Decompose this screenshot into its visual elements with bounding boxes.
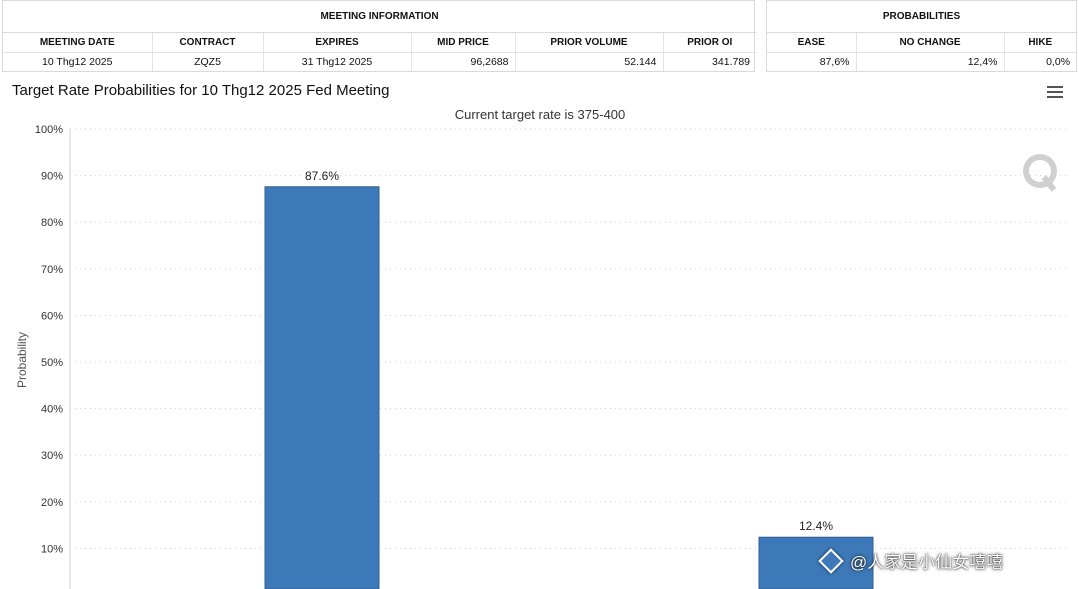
y-tick-label: 10% [41,543,63,555]
ease-header: EASE [767,32,857,53]
y-tick-label: 20% [41,497,63,509]
bar-data-label: 87.6% [305,169,339,183]
meeting-date-value: 10 Thg12 2025 [3,52,153,71]
no-change-value: 12,4% [856,52,1005,71]
expires-header: EXPIRES [263,32,412,53]
probabilities-table: PROBABILITIES EASE NO CHANGE HIKE 87,6% … [767,1,1077,71]
binance-logo-icon [818,547,844,574]
bar[interactable] [758,536,874,589]
y-tick-label: 40% [41,404,63,416]
logo-q-icon [1023,154,1057,192]
y-tick-label: 90% [41,171,63,183]
hike-header: HIKE [1004,32,1077,53]
ease-value: 87,6% [767,52,857,71]
y-tick-label: 80% [41,217,63,229]
prior-oi-header: PRIOR OI [663,32,757,53]
hike-value: 0,0% [1046,55,1071,68]
y-tick-label: 30% [41,450,63,462]
prior-volume-value: 52.144 [515,52,664,71]
y-tick-label: 70% [41,264,63,276]
y-tick-label: 50% [41,357,63,369]
expires-value: 31 Thg12 2025 [263,52,412,71]
contract-header: CONTRACT [152,32,264,53]
probabilities-title: PROBABILITIES [767,1,1077,33]
mid-price-header: MID PRICE [411,32,516,53]
chart-menu-icon[interactable] [1047,86,1063,100]
y-tick-label: 60% [41,310,63,322]
no-change-header: NO CHANGE [856,32,1005,53]
meeting-info-table: MEETING INFORMATION MEETING DATE CONTRAC… [3,1,757,71]
contract-value: ZQZ5 [152,52,264,71]
meeting-info-title: MEETING INFORMATION [3,1,757,33]
probabilities-panel: PROBABILITIES EASE NO CHANGE HIKE 87,6% … [766,0,1077,72]
bar-data-label: 12.4% [799,519,833,533]
meeting-info-panel: MEETING INFORMATION MEETING DATE CONTRAC… [2,0,757,72]
y-axis-label: Probability [15,332,29,388]
watermark: @人家是小仙女嘻嘻 [818,547,1004,574]
bar[interactable] [264,186,380,589]
meeting-date-header: MEETING DATE [3,32,153,53]
prior-volume-header: PRIOR VOLUME [515,32,664,53]
prior-oi-value: 341.789 [712,55,751,68]
chart-subtitle: Current target rate is 375-400 [455,107,626,122]
mid-price-value: 96,2688 [411,52,516,71]
watermark-text: @人家是小仙女嘻嘻 [850,553,1004,572]
chart-title: Target Rate Probabilities for 10 Thg12 2… [12,82,390,99]
y-tick-label: 100% [35,124,63,136]
